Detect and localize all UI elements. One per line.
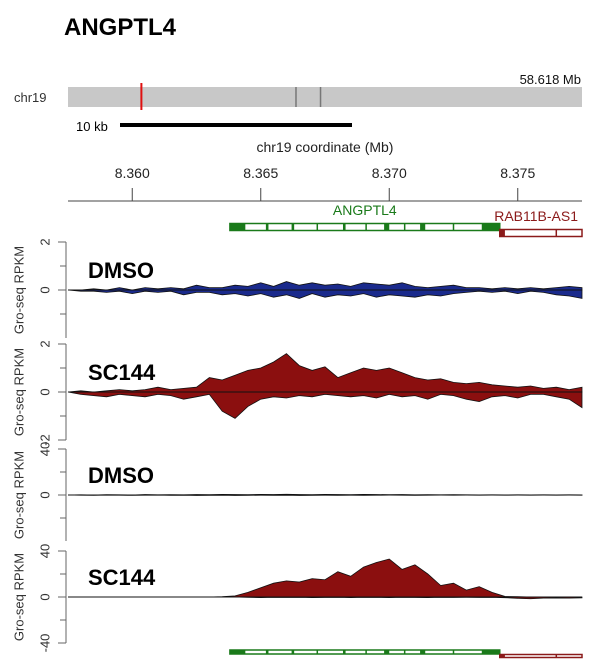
coord-tick-label: 8.360 [115, 165, 150, 181]
gene-body [229, 222, 501, 232]
y-tick-label: 2 [37, 340, 52, 347]
exon [384, 650, 390, 654]
exon [481, 223, 500, 231]
coordinate-axis: chr19 coordinate (Mb) 8.360 8.365 8.370 8.3… [68, 139, 582, 202]
coord-ticks: 8.360 8.365 8.370 8.375 [115, 165, 535, 201]
y-tick-label: 0 [37, 388, 52, 395]
exon [265, 650, 269, 654]
chromosome-ideogram: chr19 58.618 Mb 10 kb [14, 72, 582, 134]
gene-angptl4 [229, 649, 501, 655]
exon [420, 650, 426, 654]
exon [229, 223, 246, 231]
signal-area-negative [67, 391, 583, 419]
signal-area-positive [67, 353, 583, 393]
exon [265, 223, 269, 231]
exon [291, 223, 295, 231]
track-label: DMSO [88, 258, 154, 283]
y-axis-label: Gro-seq RPKM [11, 348, 26, 436]
signal-area-negative [67, 289, 583, 299]
y-tick-label: 0 [37, 491, 52, 498]
gene-angptl4: ANGPTL4 [229, 202, 501, 232]
exon [342, 650, 346, 654]
gene-body [229, 649, 501, 655]
track-0: 2 0 Gro-seq RPKM DMSO [11, 238, 583, 338]
y-tick-label: 0 [37, 286, 52, 293]
exon [291, 650, 295, 654]
exon [384, 223, 390, 231]
exon [481, 650, 500, 654]
gene-rab11b-as1 [499, 653, 583, 659]
coord-tick-label: 8.375 [500, 165, 535, 181]
gene-title: ANGPTL4 [64, 14, 177, 41]
gene-body [499, 653, 583, 659]
track-1: 2 0 -2 Gro-seq RPKM SC144 [11, 340, 583, 446]
exon [420, 223, 426, 231]
y-tick-label: -40 [37, 634, 52, 653]
exon [499, 229, 505, 237]
ideogram-bar [68, 87, 582, 107]
exon [342, 223, 346, 231]
y-tick-label: 2 [37, 238, 52, 245]
track-2: 40 0 Gro-seq RPKM DMSO [11, 442, 583, 541]
gene-body [499, 228, 583, 238]
y-tick-label: 0 [37, 593, 52, 600]
gene-rab11b-as1: RAB11B-AS1 [494, 208, 583, 238]
y-axis-label: Gro-seq RPKM [11, 246, 26, 334]
coord-axis-title: chr19 coordinate (Mb) [257, 139, 394, 155]
gene-label: RAB11B-AS1 [494, 208, 578, 224]
signal-area-positive [68, 281, 583, 291]
track-3: 40 0 -40 Gro-seq RPKM SC144 [11, 544, 583, 653]
track-label: DMSO [88, 463, 154, 488]
y-tick-label: 40 [37, 544, 52, 558]
coord-tick-label: 8.365 [243, 165, 278, 181]
coord-tick-label: 8.370 [372, 165, 407, 181]
y-axis-label: Gro-seq RPKM [11, 553, 26, 641]
y-tick-label: 40 [37, 442, 52, 456]
track-label: SC144 [88, 565, 156, 590]
y-axis-label: Gro-seq RPKM [11, 451, 26, 539]
chrom-label: chr19 [14, 90, 47, 105]
gene-annotation-track: ANGPTL4 RAB11B-AS1 [229, 202, 583, 238]
exon [229, 650, 246, 654]
gene-label: ANGPTL4 [333, 202, 397, 218]
exon [499, 654, 505, 658]
track-label: SC144 [88, 360, 156, 385]
ideogram-band-marks [295, 87, 322, 107]
y-tick-label: -2 [37, 434, 52, 446]
chrom-length-label: 58.618 Mb [520, 72, 581, 87]
bottom-gene-models [229, 649, 583, 659]
scalebar-label: 10 kb [76, 119, 108, 134]
